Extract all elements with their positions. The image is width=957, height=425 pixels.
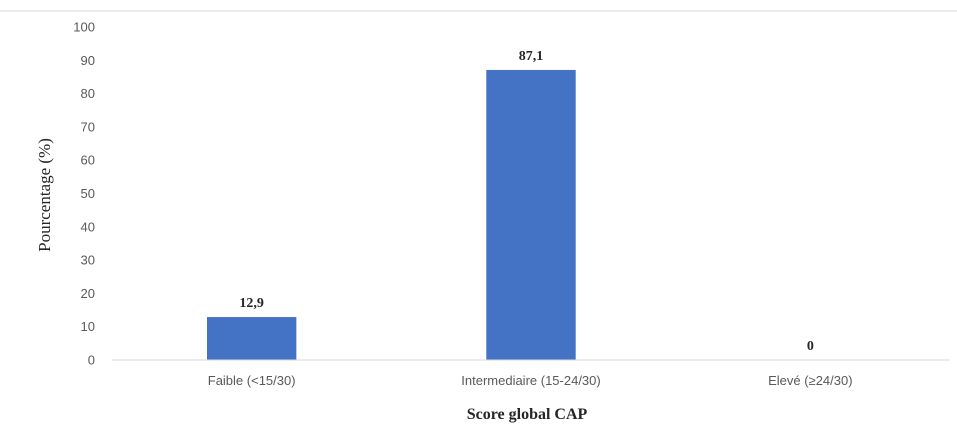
y-axis: 0 10 20 30 40 50 60 70 80 90 100	[73, 20, 95, 368]
y-tick-label: 50	[81, 186, 95, 201]
y-tick-label: 30	[81, 253, 95, 268]
bars: 12,9 87,1 0	[206, 49, 814, 360]
y-axis-title: Pourcentage (%)	[35, 138, 54, 252]
y-tick-label: 10	[81, 319, 95, 334]
y-tick-label: 0	[88, 353, 95, 368]
y-tick-label: 80	[81, 86, 95, 101]
x-tick-label: Intermediaire (15-24/30)	[461, 373, 600, 388]
bar	[486, 69, 576, 360]
y-tick-label: 40	[81, 219, 95, 234]
y-tick-label: 20	[81, 286, 95, 301]
data-label: 87,1	[519, 49, 544, 64]
x-axis: Faible (<15/30) Intermediaire (15-24/30) E…	[208, 373, 853, 388]
data-label: 12,9	[239, 296, 264, 311]
y-tick-label: 90	[81, 53, 95, 68]
y-tick-label: 70	[81, 119, 95, 134]
y-tick-label: 100	[73, 20, 95, 35]
x-tick-label: Elevé (≥24/30)	[768, 373, 852, 388]
x-tick-label: Faible (<15/30)	[208, 373, 296, 388]
data-label: 0	[807, 339, 814, 354]
bar	[206, 317, 297, 360]
y-tick-label: 60	[81, 153, 95, 168]
x-axis-title: Score global CAP	[467, 406, 588, 423]
